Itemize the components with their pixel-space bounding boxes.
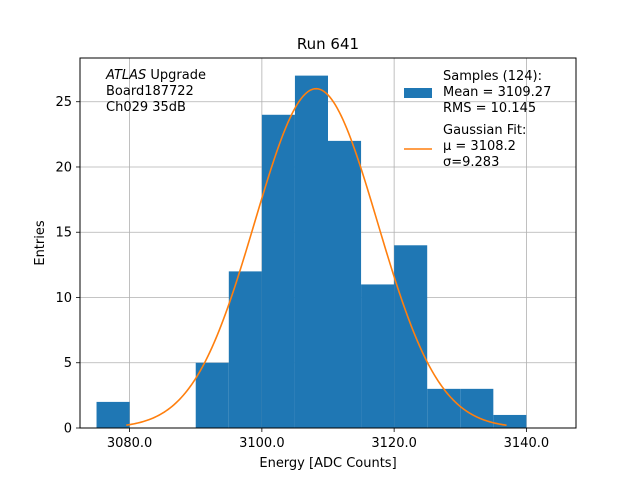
plot-frame xyxy=(79,57,577,429)
histogram-bar xyxy=(261,114,295,428)
annotation-line: ATLAS Upgrade xyxy=(105,68,206,83)
legend-label: Gaussian Fit: xyxy=(443,123,526,138)
gaussian-fit-curve xyxy=(126,87,507,427)
chart-title: Run 641 xyxy=(297,35,359,53)
y-axis-label: Entries xyxy=(33,220,48,266)
x-axis-label: Energy [ADC Counts] xyxy=(259,456,396,471)
x-tick-label: 3080.0 xyxy=(107,436,153,451)
axis-ticks: 3080.0 3100.0 3120.0 3140.0 0 5 10 15 20 25 xyxy=(55,95,549,451)
y-tick-label: 0 xyxy=(64,422,72,437)
atlas-annotation: ATLAS Upgrade Board187722 Ch029 35dB xyxy=(105,68,206,115)
y-tick-label: 25 xyxy=(55,95,72,110)
legend-label: σ=9.283 xyxy=(443,155,499,170)
histogram-bar xyxy=(394,245,428,428)
histogram-bar xyxy=(328,140,362,428)
annotation-line: Ch029 35dB xyxy=(106,100,186,115)
legend-label: Samples (124): xyxy=(443,69,542,84)
histogram-bar xyxy=(228,271,262,428)
x-tick-label: 3120.0 xyxy=(371,436,417,451)
y-tick-label: 15 xyxy=(55,226,72,241)
annotation-line: Board187722 xyxy=(106,84,194,99)
histogram-bar xyxy=(361,284,395,428)
histogram-bar xyxy=(427,388,461,428)
histogram-bar xyxy=(195,362,229,428)
legend-label: μ = 3108.2 xyxy=(443,139,516,154)
legend-patch xyxy=(404,88,432,98)
y-tick-label: 10 xyxy=(55,291,72,306)
x-tick-label: 3100.0 xyxy=(239,436,285,451)
histogram-bar xyxy=(96,401,130,428)
histogram-bars xyxy=(96,75,527,428)
y-tick-label: 20 xyxy=(55,160,72,175)
x-tick-label: 3140.0 xyxy=(504,436,550,451)
legend-label: Mean = 3109.27 xyxy=(443,85,551,100)
y-tick-label: 5 xyxy=(64,356,72,371)
legend: Samples (124): Mean = 3109.27 RMS = 10.1… xyxy=(404,69,551,170)
histogram-bar xyxy=(294,75,328,428)
histogram-bar xyxy=(493,414,527,428)
fit-curve-layer xyxy=(126,87,507,427)
legend-label: RMS = 10.145 xyxy=(443,101,536,116)
